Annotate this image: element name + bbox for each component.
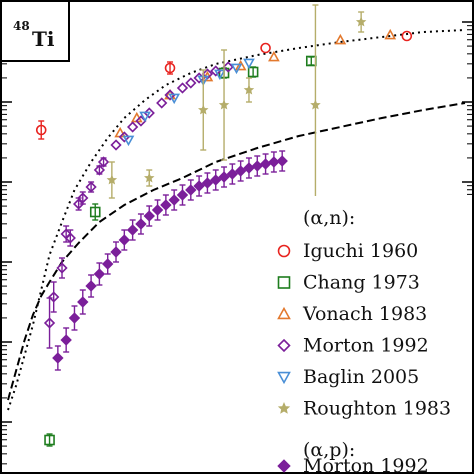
legend-label: Roughton 1983 bbox=[303, 398, 451, 420]
legend-marker-baglin-2005 bbox=[277, 371, 291, 385]
legend-label: Morton 1992 bbox=[303, 455, 429, 474]
data-point-morton-1992 bbox=[143, 107, 155, 119]
data-point-iguchi-1960 bbox=[35, 124, 47, 136]
data-point-morton-1992 bbox=[176, 189, 189, 201]
data-point-morton-1992 bbox=[93, 268, 106, 280]
legend-label: Baglin 2005 bbox=[303, 366, 419, 388]
data-point-morton-1992 bbox=[118, 234, 131, 246]
data-point-morton-1992 bbox=[48, 291, 60, 303]
data-point-morton-1992 bbox=[77, 296, 89, 308]
data-point-morton-1992 bbox=[93, 164, 106, 176]
data-point-morton-1992 bbox=[56, 262, 68, 274]
data-point-iguchi-1960 bbox=[164, 62, 176, 74]
legend-label: Iguchi 1960 bbox=[303, 240, 418, 262]
data-point-morton-1992 bbox=[210, 65, 222, 77]
data-point-morton-1992 bbox=[97, 156, 110, 168]
data-point-morton-1992 bbox=[210, 174, 222, 186]
data-point-roughton-1983 bbox=[310, 99, 321, 110]
data-point-baglin-2005 bbox=[168, 93, 181, 105]
data-point-morton-1992 bbox=[110, 246, 122, 258]
legend-label: Vonach 1983 bbox=[302, 303, 427, 325]
data-point-morton-1992 bbox=[193, 180, 205, 192]
data-point-morton-1992 bbox=[60, 334, 72, 346]
data-point-baglin-2005 bbox=[122, 135, 135, 147]
data-point-vonach-1983 bbox=[268, 50, 280, 62]
data-point-morton-1992 bbox=[226, 168, 239, 180]
data-point-roughton-1983 bbox=[218, 99, 230, 110]
theory-curve-dashed bbox=[7, 102, 466, 401]
legend: (α,n): Iguchi 1960 Chang 1973 Vonach 1983 M… bbox=[277, 196, 472, 474]
data-point-morton-1992 bbox=[72, 198, 85, 210]
data-point-morton-1992 bbox=[118, 131, 130, 143]
data-point-baglin-2005 bbox=[139, 111, 151, 123]
data-point-morton-1992 bbox=[64, 232, 76, 244]
data-point-chang-1973 bbox=[89, 206, 101, 218]
data-point-roughton-1983 bbox=[243, 84, 255, 95]
data-point-iguchi-1960 bbox=[401, 30, 413, 42]
data-point-morton-1992 bbox=[110, 139, 122, 151]
data-point-morton-1992 bbox=[222, 61, 234, 73]
theory-curves bbox=[7, 29, 466, 411]
data-point-baglin-2005 bbox=[243, 58, 255, 70]
data-point-morton-1992 bbox=[164, 89, 176, 101]
data-point-morton-1992 bbox=[160, 199, 172, 211]
legend-marker-vonach-1983 bbox=[277, 306, 291, 320]
data-point-morton-1992 bbox=[85, 181, 97, 193]
data-point-roughton-1983 bbox=[106, 174, 118, 185]
nuclide-tag-mass: 48 bbox=[13, 19, 30, 33]
data-point-morton-1992 bbox=[77, 192, 89, 204]
data-point-morton-1992 bbox=[234, 165, 247, 177]
legend-label: Chang 1973 bbox=[303, 272, 420, 294]
data-points bbox=[35, 4, 413, 447]
data-point-morton-1992 bbox=[52, 352, 64, 364]
data-point-morton-1992 bbox=[218, 171, 230, 183]
nuclide-tag: 48 Ti bbox=[0, 0, 70, 62]
data-point-vonach-1983 bbox=[234, 59, 247, 71]
data-point-morton-1992 bbox=[151, 204, 164, 216]
data-point-morton-1992 bbox=[126, 224, 139, 236]
data-point-vonach-1983 bbox=[384, 28, 397, 40]
data-point-roughton-1983 bbox=[355, 16, 367, 27]
data-point-morton-1992 bbox=[135, 218, 147, 230]
data-point-vonach-1983 bbox=[334, 33, 347, 45]
legend-marker-iguchi-1960 bbox=[277, 244, 291, 258]
legend-group-alpha-n: (α,n): bbox=[303, 207, 355, 229]
legend-marker-morton-1992 bbox=[277, 338, 291, 353]
data-point-morton-1992 bbox=[43, 317, 56, 329]
data-point-morton-1992 bbox=[185, 184, 197, 196]
data-point-morton-1992 bbox=[127, 121, 139, 133]
data-point-morton-1992 bbox=[68, 312, 81, 324]
data-point-morton-1992 bbox=[143, 210, 155, 222]
data-point-morton-1992 bbox=[201, 177, 214, 189]
data-point-roughton-1983 bbox=[144, 172, 155, 183]
data-point-morton-1992 bbox=[102, 258, 114, 270]
legend-marker-alpha-p bbox=[277, 459, 291, 473]
data-point-morton-1992 bbox=[156, 97, 168, 109]
legend-group-alpha-p: (α,p): bbox=[303, 439, 355, 461]
data-point-baglin-2005 bbox=[214, 69, 226, 81]
data-point-morton-1992 bbox=[185, 77, 197, 89]
nuclide-tag-symbol: Ti bbox=[32, 27, 55, 51]
data-point-chang-1973 bbox=[247, 66, 259, 78]
data-point-morton-1992 bbox=[276, 155, 288, 167]
data-point-baglin-2005 bbox=[230, 63, 243, 75]
legend-label: Morton 1992 bbox=[303, 335, 429, 357]
data-point-morton-1992 bbox=[176, 82, 189, 94]
data-point-chang-1973 bbox=[44, 434, 55, 446]
legend-marker-roughton-1983 bbox=[277, 401, 291, 414]
data-point-iguchi-1960 bbox=[260, 42, 271, 54]
data-point-roughton-1983 bbox=[198, 104, 209, 115]
data-point-morton-1992 bbox=[85, 280, 97, 292]
data-point-morton-1992 bbox=[168, 194, 180, 206]
legend-marker-chang-1973 bbox=[277, 276, 291, 289]
